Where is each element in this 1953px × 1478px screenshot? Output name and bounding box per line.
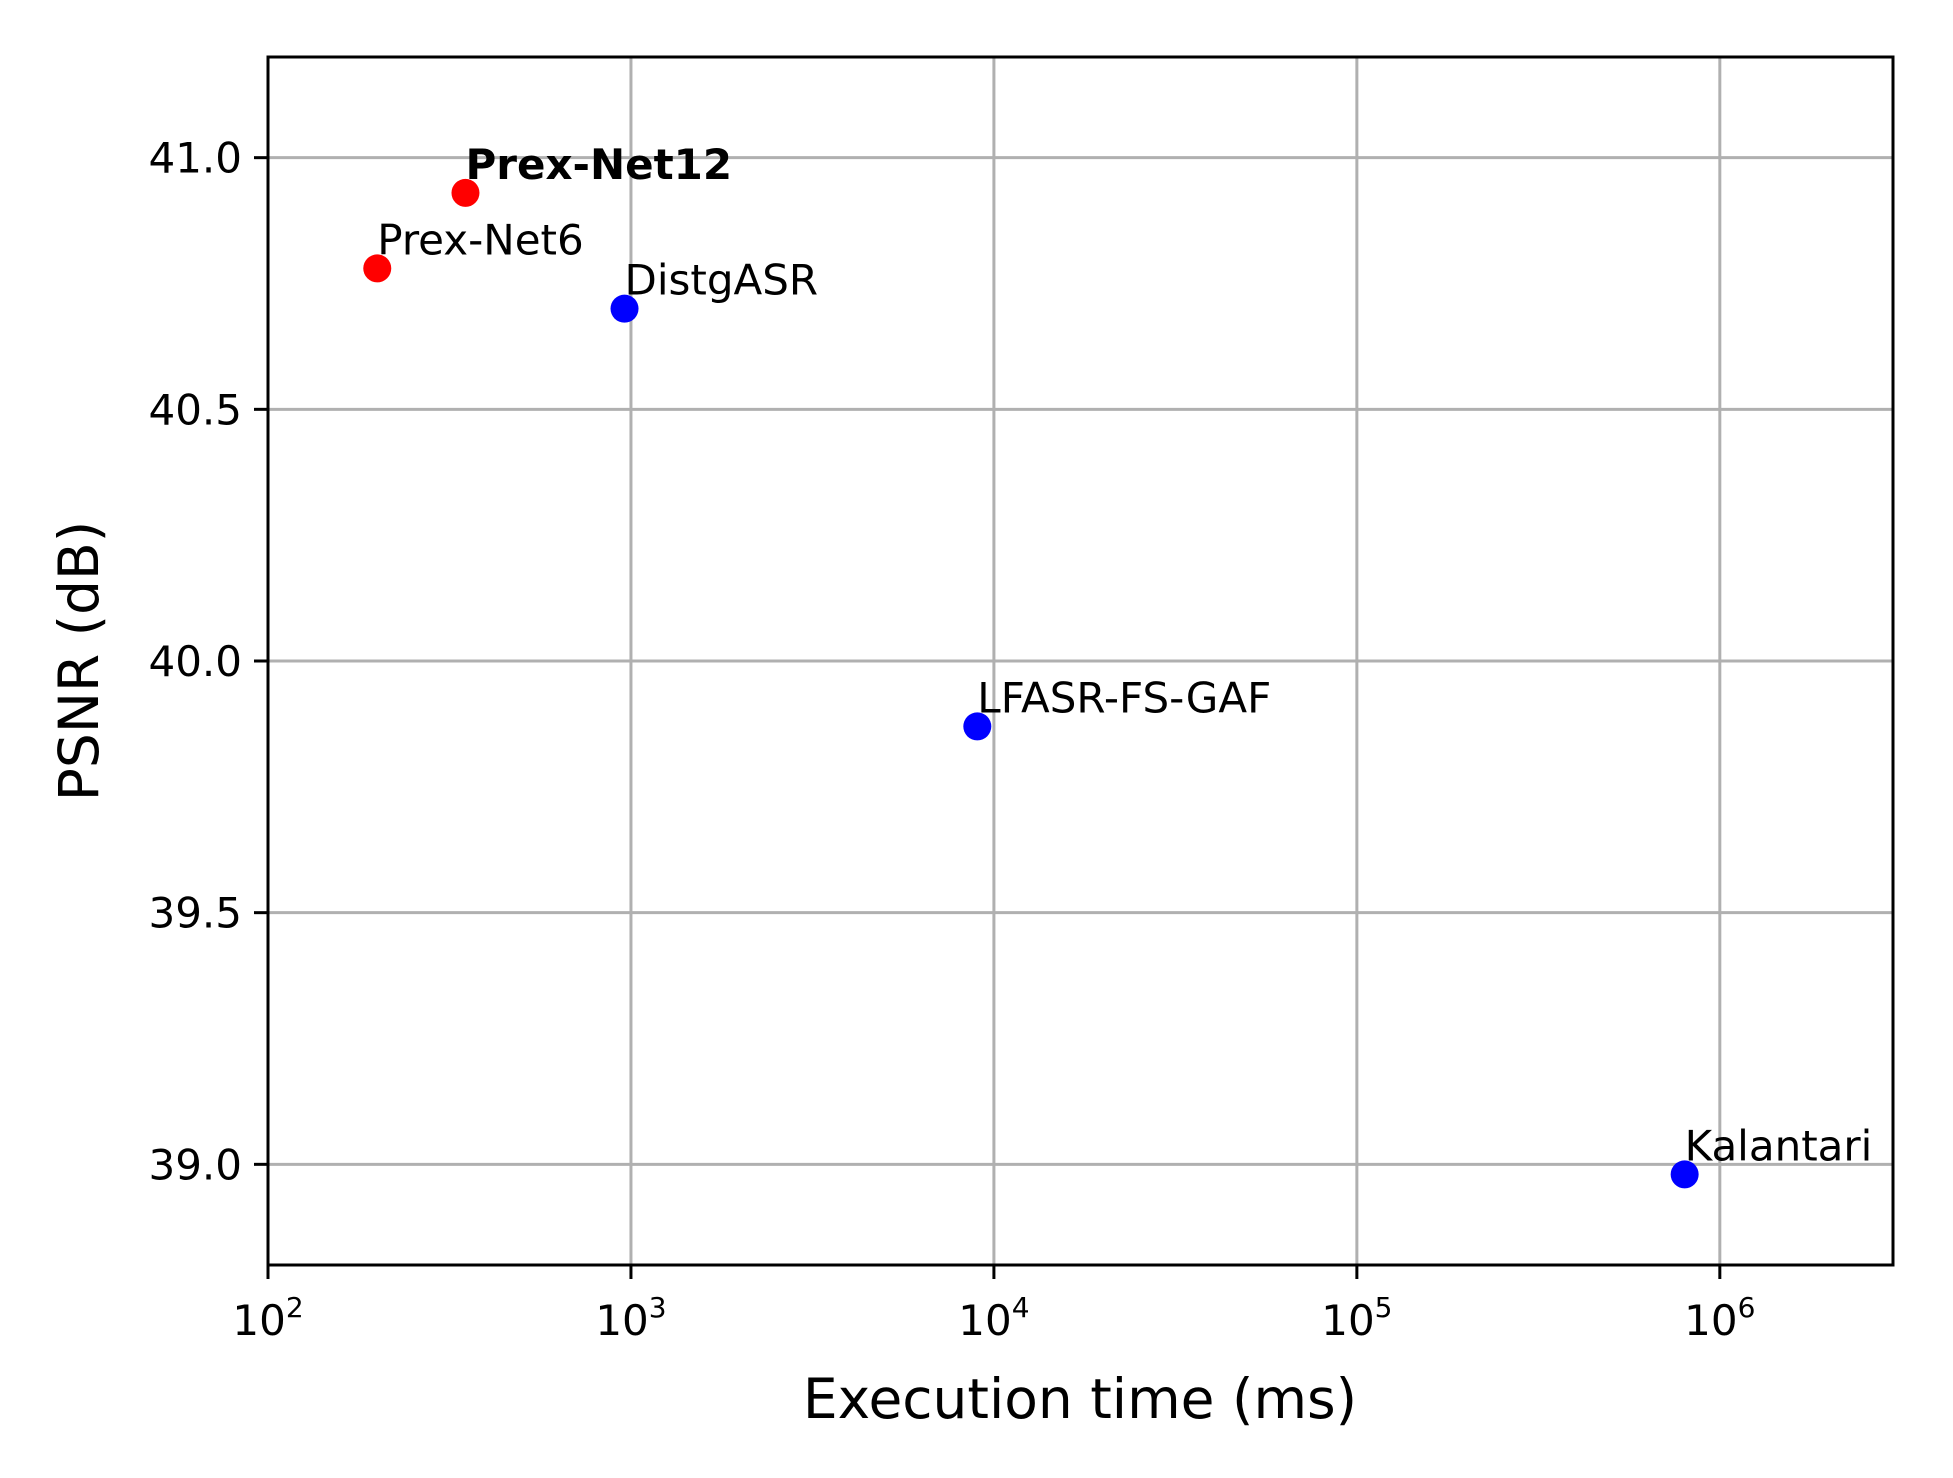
- x-axis-label: Execution time (ms): [803, 1367, 1357, 1431]
- y-tick-label: 41.0: [148, 134, 242, 183]
- x-tick-label: 104: [958, 1291, 1029, 1345]
- point-prex-net12: [451, 178, 480, 207]
- y-tick-label: 40.5: [148, 385, 242, 434]
- points-layer: Prex-Net12 Prex-Net6 DistgASR LFASR-FS-GAF K…: [363, 140, 1872, 1189]
- point-label-kalantari: Kalantari: [1685, 1121, 1873, 1170]
- point-label-distgasr: DistgASR: [625, 256, 819, 305]
- point-label-prex-net6: Prex-Net6: [377, 215, 583, 264]
- x-tick-label: 106: [1684, 1291, 1755, 1345]
- ticks-layer: 102 103 104 105 106 39.0 39.5 40.0 40.5 41.0: [148, 134, 1755, 1345]
- point-kalantari: [1670, 1160, 1699, 1189]
- grid-layer: [266, 57, 1893, 1265]
- y-tick-label: 40.0: [148, 637, 242, 686]
- x-tick-label: 103: [595, 1291, 666, 1345]
- point-label-lfasr-fs-gaf: LFASR-FS-GAF: [977, 673, 1271, 722]
- x-tick-label: 102: [232, 1291, 303, 1345]
- point-prex-net6: [363, 254, 392, 283]
- point-lfasr-fs-gaf: [963, 712, 992, 741]
- point-distgasr: [610, 294, 639, 323]
- y-tick-label: 39.0: [148, 1140, 242, 1189]
- x-tick-label: 105: [1321, 1291, 1392, 1345]
- y-axis-label: PSNR (dB): [47, 521, 111, 801]
- point-label-prex-net12: Prex-Net12: [465, 140, 732, 189]
- y-tick-label: 39.5: [148, 889, 242, 938]
